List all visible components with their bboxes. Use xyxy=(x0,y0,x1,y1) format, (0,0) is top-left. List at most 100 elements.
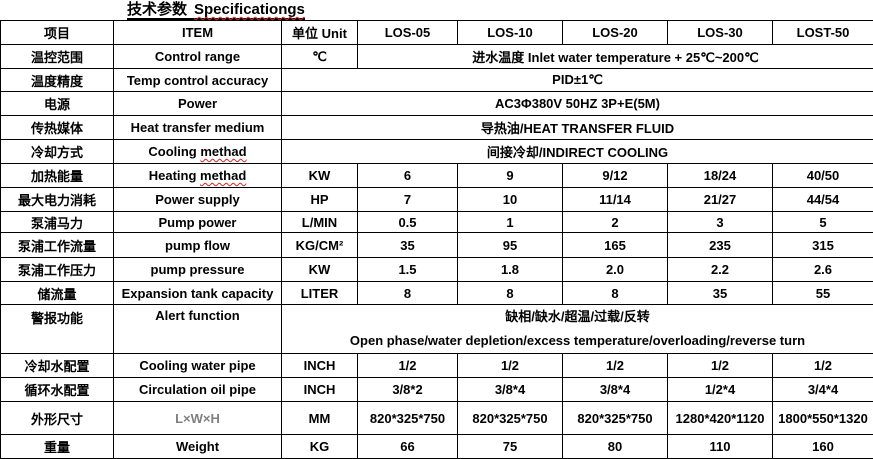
value-cell: 1/2 xyxy=(563,354,668,378)
row-pump-power: 泵浦马力 Pump power L/MIN 0.5 1 2 3 5 xyxy=(1,212,873,233)
value-cell: 10 xyxy=(458,188,563,212)
col-header-model: LOS-10 xyxy=(458,21,563,45)
row-label-en: Cooling water pipe xyxy=(114,354,282,378)
page-title-zh: 技术参数 xyxy=(127,1,187,18)
value-cell: 2 xyxy=(563,212,668,233)
row-control-range: 温控范围 Control range ℃ 进水温度 Inlet water te… xyxy=(1,45,873,69)
row-pump-flow: 泵浦工作流量 pump flow KG/CM² 35 95 165 235 31… xyxy=(1,233,873,258)
value-cell: 21/27 xyxy=(668,188,773,212)
row-label-zh: 最大电力消耗 xyxy=(1,188,114,212)
value-cell: 44/54 xyxy=(773,188,873,212)
alert-line-zh: 缺相/缺水/超温/过载/反转 xyxy=(282,305,873,329)
row-label-en: Control range xyxy=(114,45,282,69)
value-cell: 3/8*4 xyxy=(563,378,668,402)
col-header-model: LOS-05 xyxy=(358,21,458,45)
row-label-en: Power supply xyxy=(114,188,282,212)
row-label-zh: 电源 xyxy=(1,92,114,116)
value-cell: 6 xyxy=(358,164,458,188)
row-label-zh: 加热能量 xyxy=(1,164,114,188)
alert-line-en: Open phase/water depletion/excess temper… xyxy=(282,329,873,353)
page-title-en: Specificationgs xyxy=(194,1,305,18)
value-cell: 1.8 xyxy=(458,258,563,282)
row-dimensions: 外形尺寸 L×W×H MM 820*325*750 820*325*750 82… xyxy=(1,402,873,435)
value-cell: 8 xyxy=(358,282,458,305)
row-power-source: 电源 Power AC3Φ380V 50HZ 3P+E(5M) xyxy=(1,92,873,116)
value-cell: 315 xyxy=(773,233,873,258)
row-label-en: L×W×H xyxy=(114,402,282,435)
row-pump-pressure: 泵浦工作压力 pump pressure KW 1.5 1.8 2.0 2.2 … xyxy=(1,258,873,282)
unit-cell: INCH xyxy=(282,354,358,378)
col-header-item-zh: 项目 xyxy=(1,21,114,45)
value-cell: 40/50 xyxy=(773,164,873,188)
span-cell: 间接冷却/INDIRECT COOLING xyxy=(282,140,873,164)
row-label-zh: 外形尺寸 xyxy=(1,402,114,435)
unit-cell: INCH xyxy=(282,378,358,402)
row-label-zh: 传热媒体 xyxy=(1,116,114,140)
value-cell: 75 xyxy=(458,435,563,459)
unit-cell: ℃ xyxy=(282,45,358,69)
value-cell: 1/2 xyxy=(773,354,873,378)
value-cell: 3/8*4 xyxy=(458,378,563,402)
unit-cell: KG/CM² xyxy=(282,233,358,258)
value-cell: 2.0 xyxy=(563,258,668,282)
value-cell: 7 xyxy=(358,188,458,212)
value-cell: 18/24 xyxy=(668,164,773,188)
row-power-supply: 最大电力消耗 Power supply HP 7 10 11/14 21/27 … xyxy=(1,188,873,212)
row-label-en: Pump power xyxy=(114,212,282,233)
value-cell: 11/14 xyxy=(563,188,668,212)
row-label-zh: 泵浦工作压力 xyxy=(1,258,114,282)
row-label-zh: 冷却水配置 xyxy=(1,354,114,378)
value-cell: 1/2*4 xyxy=(668,378,773,402)
value-cell: 55 xyxy=(773,282,873,305)
row-label-zh: 温度精度 xyxy=(1,69,114,92)
spec-table: 项目 ITEM 单位 Unit LOS-05 LOS-10 LOS-20 LOS… xyxy=(0,20,873,459)
span-cell: 导热油/HEAT TRANSFER FLUID xyxy=(282,116,873,140)
col-header-model: LOS-20 xyxy=(563,21,668,45)
value-cell: 1.5 xyxy=(358,258,458,282)
unit-cell: KW xyxy=(282,164,358,188)
value-cell: 35 xyxy=(358,233,458,258)
value-cell: 1 xyxy=(458,212,563,233)
value-cell: 66 xyxy=(358,435,458,459)
row-heating: 加热能量 Heating methad KW 6 9 9/12 18/24 40… xyxy=(1,164,873,188)
value-cell: 3 xyxy=(668,212,773,233)
page-title: 技术参数 Specificationgs xyxy=(0,0,873,20)
value-cell: 165 xyxy=(563,233,668,258)
row-label-en: pump pressure xyxy=(114,258,282,282)
value-cell: 110 xyxy=(668,435,773,459)
value-cell: 0.5 xyxy=(358,212,458,233)
value-cell: 3/8*2 xyxy=(358,378,458,402)
row-label-en: Power xyxy=(114,92,282,116)
value-cell: 8 xyxy=(563,282,668,305)
row-heat-medium: 传热媒体 Heat transfer medium 导热油/HEAT TRANS… xyxy=(1,116,873,140)
misspelled-word: methad xyxy=(200,168,246,183)
value-cell: 3/4*4 xyxy=(773,378,873,402)
unit-cell: MM xyxy=(282,402,358,435)
row-label-en: pump flow xyxy=(114,233,282,258)
row-label-en: Alert function xyxy=(114,305,282,354)
col-header-unit: 单位 Unit xyxy=(282,21,358,45)
span-cell: 进水温度 Inlet water temperature + 25℃~200℃ xyxy=(358,45,873,69)
value-cell: 1/2 xyxy=(668,354,773,378)
value-cell: 5 xyxy=(773,212,873,233)
header-row: 项目 ITEM 单位 Unit LOS-05 LOS-10 LOS-20 LOS… xyxy=(1,21,873,45)
row-label-zh: 温控范围 xyxy=(1,45,114,69)
unit-cell: HP xyxy=(282,188,358,212)
value-cell: 9/12 xyxy=(563,164,668,188)
row-label-en: Heat transfer medium xyxy=(114,116,282,140)
value-cell: 820*325*750 xyxy=(358,402,458,435)
value-cell: 820*325*750 xyxy=(458,402,563,435)
value-cell: 1/2 xyxy=(458,354,563,378)
unit-cell: KW xyxy=(282,258,358,282)
value-cell: 820*325*750 xyxy=(563,402,668,435)
value-cell: 1800*550*1320 xyxy=(773,402,873,435)
row-label-en: Circulation oil pipe xyxy=(114,378,282,402)
value-cell: 2.6 xyxy=(773,258,873,282)
row-alert: 警报功能 Alert function 缺相/缺水/超温/过载/反转 Open … xyxy=(1,305,873,354)
row-label-zh: 重量 xyxy=(1,435,114,459)
value-cell: 9 xyxy=(458,164,563,188)
value-cell: 2.2 xyxy=(668,258,773,282)
row-label-en: Cooling methad xyxy=(114,140,282,164)
row-circulation-oil-pipe: 循环水配置 Circulation oil pipe INCH 3/8*2 3/… xyxy=(1,378,873,402)
span-cell: PID±1℃ xyxy=(282,69,873,92)
